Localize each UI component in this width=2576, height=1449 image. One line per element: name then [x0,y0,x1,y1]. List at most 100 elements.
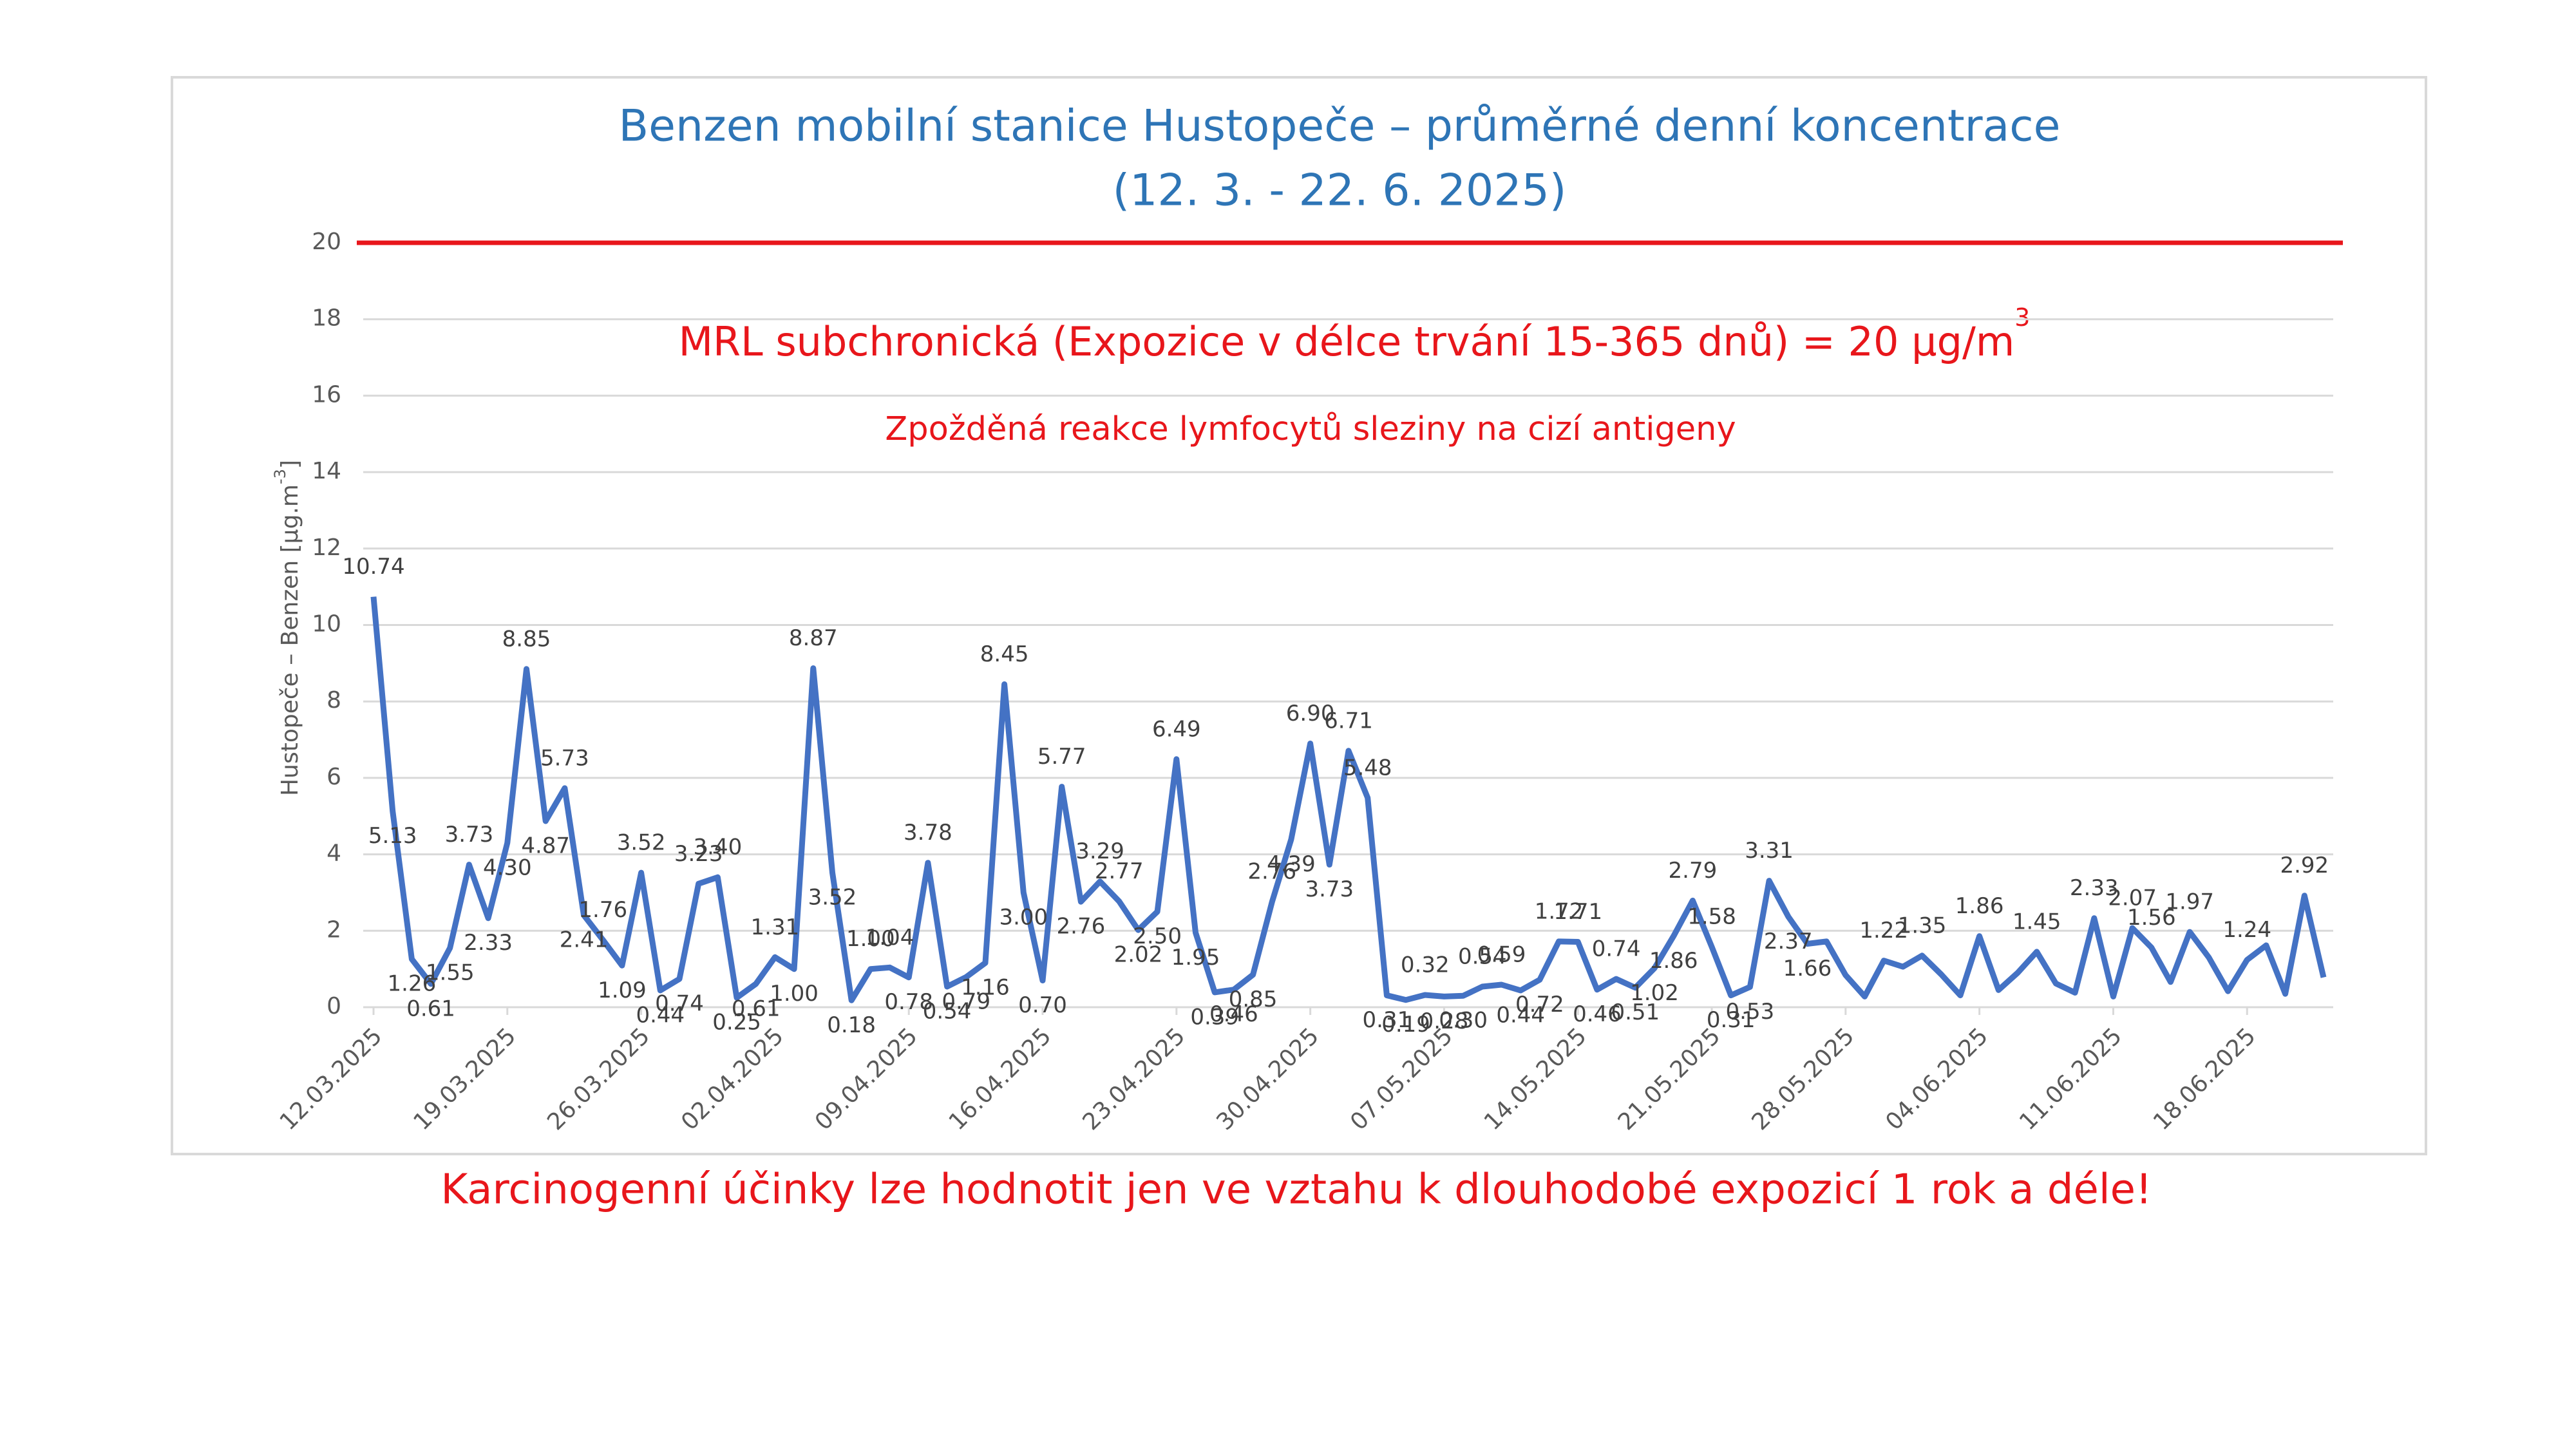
data-label: 0.31 [1707,1007,1756,1033]
data-label: 3.73 [445,822,494,848]
data-label: 3.29 [1075,838,1124,864]
data-label: 0.74 [1592,936,1641,962]
data-label: 1.71 [1553,899,1602,925]
data-label: 0.46 [1573,1001,1622,1027]
data-label: 2.50 [1133,923,1182,949]
data-label: 0.30 [1439,1008,1488,1034]
data-label: 1.97 [2165,889,2214,915]
data-label: 0.44 [1496,1002,1545,1028]
data-label: 1.58 [1687,904,1736,930]
data-label: 0.39 [1190,1004,1239,1030]
y-tick-label: 20 [312,229,341,255]
data-label: 3.78 [904,820,952,846]
data-label: 0.78 [884,989,933,1015]
data-label: 0.61 [406,996,455,1021]
data-label: 2.41 [560,927,609,952]
y-axis-label: Hustopeče – Benzen [µg.m-3] [271,460,303,796]
data-label: 3.40 [694,835,743,860]
data-label: 2.79 [1669,858,1718,884]
data-label: 1.00 [770,981,819,1007]
data-label: 0.46 [1209,1001,1258,1027]
data-label: 8.85 [502,626,551,652]
data-label: 2.76 [1057,914,1106,940]
data-label: 2.07 [2108,886,2157,911]
data-label: 1.56 [2127,905,2176,931]
y-tick-label: 18 [312,305,341,332]
mrl-annotation: MRL subchronická (Expozice v délce trván… [679,303,2031,366]
data-label: 0.31 [1363,1007,1412,1033]
data-label: 8.45 [980,641,1029,667]
data-label: 10.74 [342,554,404,580]
y-label-end: ] [277,460,303,469]
data-label: 4.30 [483,855,532,880]
data-label: 8.87 [789,625,838,651]
y-tick-label: 10 [312,611,341,638]
data-label: 2.33 [464,930,513,956]
data-label: 5.48 [1343,755,1392,781]
data-label: 0.18 [827,1012,876,1038]
data-label: 1.22 [1859,918,1908,943]
data-label: 1.86 [1649,948,1698,974]
data-label: 4.87 [521,833,570,858]
data-label: 0.51 [1611,999,1660,1025]
data-label: 0.32 [1401,952,1450,978]
y-tick-label: 2 [327,916,341,943]
data-label: 0.25 [712,1010,761,1036]
data-label: 0.53 [1726,999,1775,1025]
data-label: 1.76 [578,897,627,923]
mrl-sup: 3 [2014,303,2030,332]
y-tick-label: 12 [312,535,341,561]
data-label: 3.31 [1745,838,1794,864]
data-label: 5.73 [540,745,589,771]
data-label: 0.74 [655,991,704,1017]
data-label: 1.02 [1630,980,1679,1006]
data-label: 0.70 [1018,992,1067,1018]
footer-note: Karcinogenní účinky lze hodnotit jen ve … [440,1166,2152,1214]
chart-title: (12. 3. - 22. 6. 2025) [1113,166,1567,216]
data-label: 0.79 [942,989,990,1015]
data-label: 1.55 [426,960,475,986]
y-tick-label: 4 [327,840,341,867]
data-label: 0.44 [636,1002,685,1028]
data-label: 1.66 [1783,956,1832,981]
mrl-text: MRL subchronická (Expozice v délce trván… [679,318,2015,365]
data-label: 1.45 [2012,909,2061,934]
data-label: 6.71 [1324,708,1373,734]
data-label: 2.37 [1764,929,1813,954]
data-label: 0.54 [1458,943,1507,969]
data-label: 1.09 [598,978,647,1003]
data-label: 1.86 [1955,893,2004,919]
data-label: 1.35 [1898,913,1947,938]
effect-annotation: Zpožděná reakce lymfocytů sleziny na ciz… [885,410,1736,448]
data-label: 3.52 [617,830,666,856]
data-label: 1.16 [961,975,1010,1001]
data-label: 3.52 [808,885,857,911]
data-label: 2.77 [1095,858,1144,884]
data-label: 2.92 [2280,853,2329,878]
data-label: 4.39 [1267,851,1316,877]
data-label: 0.85 [1229,987,1278,1012]
data-label: 0.19 [1381,1012,1430,1037]
data-label: 2.33 [2070,875,2119,901]
y-tick-label: 6 [327,764,341,790]
data-label: 6.49 [1152,716,1201,742]
data-label: 6.90 [1286,701,1335,726]
y-tick-label: 16 [312,381,341,408]
data-label: 3.00 [999,904,1048,930]
data-line [370,596,2327,1003]
data-label: 1.04 [866,925,914,951]
data-label: 0.61 [732,996,781,1021]
data-label: 0.28 [1420,1009,1469,1034]
data-label: 0.72 [1515,992,1564,1018]
y-label-sup: -3 [271,469,289,484]
chart-frame [171,76,2427,1155]
data-label: 3.73 [1305,876,1354,902]
data-label: 1.72 [1535,898,1584,924]
data-label: 2.02 [1114,942,1163,968]
data-label: 5.77 [1037,744,1086,770]
data-label: 1.95 [1171,945,1220,971]
data-label: 0.54 [923,998,972,1024]
data-label: 2.76 [1247,859,1296,885]
chart-title: Benzen mobilní stanice Hustopeče – průmě… [619,101,2061,152]
